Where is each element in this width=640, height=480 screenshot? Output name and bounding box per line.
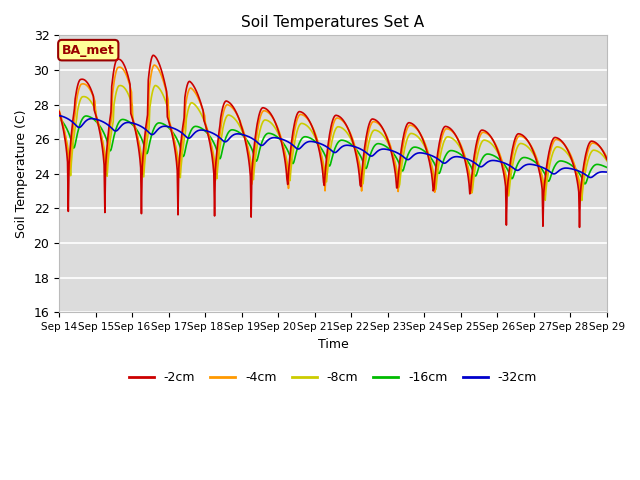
Title: Soil Temperatures Set A: Soil Temperatures Set A <box>241 15 424 30</box>
Y-axis label: Soil Temperature (C): Soil Temperature (C) <box>15 109 28 238</box>
Text: BA_met: BA_met <box>62 44 115 57</box>
Legend: -2cm, -4cm, -8cm, -16cm, -32cm: -2cm, -4cm, -8cm, -16cm, -32cm <box>124 366 542 389</box>
X-axis label: Time: Time <box>317 337 348 351</box>
